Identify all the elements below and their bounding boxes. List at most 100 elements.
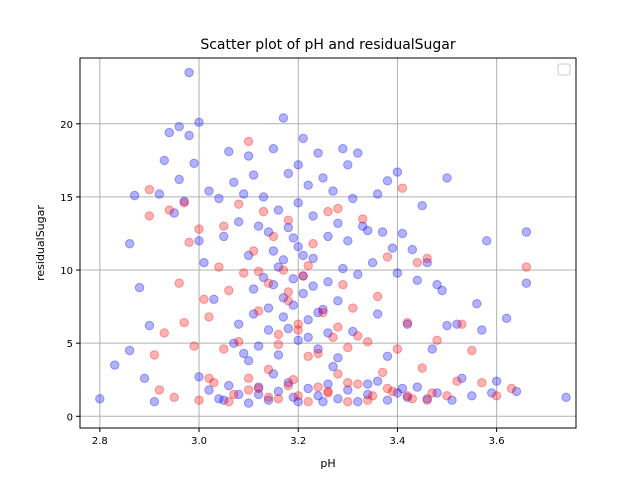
scatter-point (164, 127, 175, 138)
scatter-point (303, 351, 313, 361)
scatter-point (278, 293, 289, 303)
scatter-point (328, 186, 338, 196)
scatter-point (343, 385, 353, 395)
scatter-point (457, 373, 467, 383)
scatter-point (283, 380, 293, 391)
scatter-point (243, 151, 254, 161)
scatter-point (442, 391, 452, 401)
scatter-point (184, 130, 194, 141)
scatter-point (248, 246, 259, 256)
scatter-point (273, 205, 284, 215)
scatter-point (184, 237, 194, 248)
scatter-point (333, 322, 343, 332)
scatter-point (338, 280, 348, 290)
scatter-point (422, 258, 432, 268)
scatter-point (293, 160, 303, 170)
scatter-point (293, 335, 303, 345)
scatter-point (417, 201, 427, 211)
scatter-point (372, 309, 383, 319)
scatter-point (313, 348, 323, 359)
scatter-point (348, 193, 358, 204)
scatter-point (248, 284, 259, 294)
scatter-point (338, 144, 348, 154)
scatter-point (382, 383, 393, 394)
scatter-point (144, 184, 155, 195)
scatter-point (110, 360, 120, 370)
scatter-point (303, 397, 313, 407)
grid-lines (80, 58, 576, 428)
scatter-point (214, 394, 224, 404)
legend-box (557, 63, 571, 76)
scatter-point (363, 225, 373, 236)
scatter-point (303, 332, 313, 342)
scatter-point (303, 315, 313, 325)
scatter-point (288, 300, 298, 310)
scatter-point (293, 325, 303, 335)
scatter-point (273, 386, 284, 397)
scatter-point (243, 250, 254, 261)
scatter-point (353, 148, 363, 158)
scatter-point (333, 394, 343, 404)
scatter-point (194, 395, 204, 405)
scatter-point (278, 312, 289, 322)
scatter-point (323, 328, 333, 338)
scatter-point (258, 272, 269, 283)
scatter-point (298, 271, 308, 281)
scatter-point (234, 319, 244, 329)
scatter-point (343, 342, 353, 353)
scatter-point (253, 221, 264, 231)
scatter-point (234, 389, 244, 400)
scatter-point (159, 155, 170, 166)
scatter-point (243, 136, 254, 147)
scatter-point (313, 148, 323, 158)
scatter-point (273, 339, 284, 350)
scatter-point (234, 337, 244, 347)
scatter-point (397, 183, 408, 193)
scatter-point (323, 379, 333, 389)
scatter-point (353, 331, 363, 341)
scatter-point (432, 388, 442, 398)
scatter-point (278, 113, 289, 123)
scatter-point (179, 196, 189, 207)
series-0 (95, 67, 571, 408)
scatter-point (204, 312, 214, 322)
scatter-point (402, 391, 413, 401)
scatter-point (263, 364, 274, 375)
scatter-point (263, 395, 274, 405)
scatter-point (219, 395, 229, 405)
scatter-point (363, 395, 373, 405)
scatter-point (174, 278, 184, 288)
scatter-point (382, 351, 393, 361)
scatter-point (219, 344, 229, 354)
scatter-point (452, 376, 462, 386)
scatter-point (194, 224, 204, 234)
scatter-point (491, 376, 502, 386)
scatter-point (169, 208, 179, 218)
x-tick-label: 3.2 (290, 436, 306, 447)
scatter-point (407, 394, 417, 404)
scatter-point (268, 231, 279, 242)
scatter-point (308, 253, 318, 264)
scatter-point (348, 326, 358, 337)
scatter-point (184, 67, 194, 78)
scatter-point (338, 263, 348, 274)
scatter-point (343, 378, 353, 388)
scatter-point (318, 173, 328, 183)
scatter-point (353, 269, 363, 280)
scatter-point (278, 255, 289, 265)
scatter-point (323, 277, 333, 287)
scatter-point (422, 395, 432, 405)
scatter-point (273, 350, 284, 360)
scatter-point (258, 192, 269, 202)
x-tick-label: 3.6 (489, 436, 505, 447)
scatter-point (467, 391, 477, 401)
scatter-point (363, 389, 373, 400)
scatter-point (95, 394, 105, 404)
scatter-point (248, 170, 259, 180)
scatter-point (204, 186, 214, 196)
scatter-point (229, 338, 239, 348)
scatter-point (149, 350, 160, 360)
scatter-point (333, 353, 343, 363)
scatter-point (387, 243, 398, 253)
scatter-point (253, 389, 264, 400)
